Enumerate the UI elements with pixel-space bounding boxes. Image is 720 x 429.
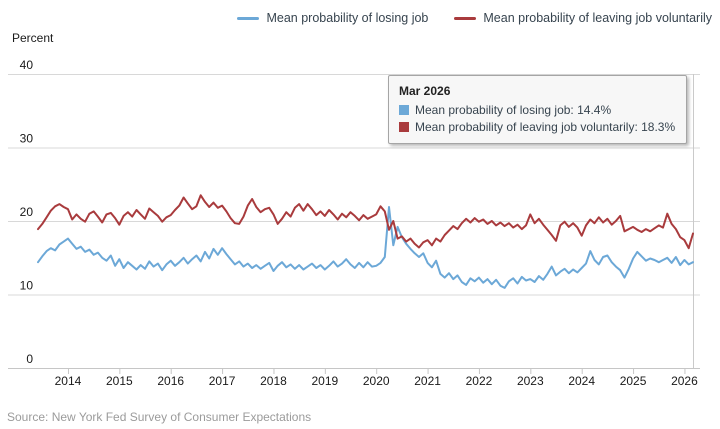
x-tick-label-2019: 2019 (311, 374, 338, 388)
y-tick-label-40: 40 (20, 58, 34, 72)
tooltip-title: Mar 2026 (399, 84, 451, 98)
x-tick-label-2016: 2016 (157, 374, 184, 388)
x-tick-label-2025: 2025 (620, 374, 647, 388)
legend-item-losing-job[interactable]: Mean probability of losing job (237, 11, 428, 25)
x-tick-label-2026: 2026 (671, 374, 698, 388)
y-tick-label-0: 0 (26, 352, 33, 366)
x-tick-label-2021: 2021 (414, 374, 441, 388)
x-tick-label-2020: 2020 (363, 374, 390, 388)
x-tick-label-2023: 2023 (517, 374, 544, 388)
legend-label-losing-job: Mean probability of losing job (266, 11, 429, 25)
x-tick-label-2015: 2015 (106, 374, 133, 388)
legend-line-swatch-red (454, 16, 477, 20)
legend-item-leaving-voluntarily[interactable]: Mean probability of leaving job voluntar… (454, 11, 712, 25)
y-tick-label-20: 20 (20, 205, 34, 219)
x-tick-label-2017: 2017 (209, 374, 236, 388)
y-axis-title: Percent (12, 31, 54, 45)
series-line-losing-job[interactable] (37, 206, 694, 289)
y-tick-label-30: 30 (20, 132, 34, 146)
x-tick-label-2014: 2014 (55, 374, 82, 388)
legend: Mean probability of losing job Mean prob… (237, 11, 712, 25)
series-line-leaving-voluntarily[interactable] (37, 194, 694, 250)
tooltip-swatch-red (399, 122, 409, 132)
y-tick-label-10: 10 (20, 279, 34, 293)
tooltip-text-leaving-voluntarily: Mean probability of leaving job voluntar… (415, 120, 676, 134)
source-note: Source: New York Fed Survey of Consumer … (7, 410, 312, 424)
legend-label-leaving-voluntarily: Mean probability of leaving job voluntar… (483, 11, 712, 25)
x-tick-label-2024: 2024 (568, 374, 595, 388)
tooltip-row-leaving-voluntarily: Mean probability of leaving job voluntar… (399, 120, 675, 134)
x-tick-label-2022: 2022 (466, 374, 493, 388)
legend-line-swatch-blue (237, 16, 260, 20)
tooltip: Mar 2026 Mean probability of losing job:… (388, 75, 688, 144)
x-tick-label-2018: 2018 (260, 374, 287, 388)
tooltip-text-losing-job: Mean probability of losing job: 14.4% (415, 103, 612, 117)
tooltip-swatch-blue (399, 105, 409, 115)
tooltip-row-losing-job: Mean probability of losing job: 14.4% (399, 103, 675, 117)
